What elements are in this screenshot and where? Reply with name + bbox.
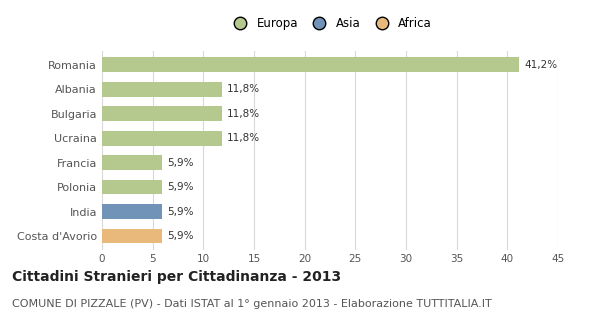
Bar bbox=[102, 155, 162, 170]
Legend: Europa, Asia, Africa: Europa, Asia, Africa bbox=[224, 13, 436, 34]
Text: 11,8%: 11,8% bbox=[227, 84, 260, 94]
Bar bbox=[102, 57, 520, 72]
Text: 41,2%: 41,2% bbox=[524, 60, 557, 70]
Text: 5,9%: 5,9% bbox=[167, 182, 193, 192]
Text: 5,9%: 5,9% bbox=[167, 158, 193, 168]
Bar bbox=[102, 106, 221, 121]
Bar bbox=[102, 180, 162, 195]
Text: 11,8%: 11,8% bbox=[227, 109, 260, 119]
Text: COMUNE DI PIZZALE (PV) - Dati ISTAT al 1° gennaio 2013 - Elaborazione TUTTITALIA: COMUNE DI PIZZALE (PV) - Dati ISTAT al 1… bbox=[12, 299, 492, 309]
Bar bbox=[102, 229, 162, 244]
Bar bbox=[102, 82, 221, 97]
Text: 5,9%: 5,9% bbox=[167, 231, 193, 241]
Text: Cittadini Stranieri per Cittadinanza - 2013: Cittadini Stranieri per Cittadinanza - 2… bbox=[12, 270, 341, 284]
Bar bbox=[102, 204, 162, 219]
Text: 11,8%: 11,8% bbox=[227, 133, 260, 143]
Text: 5,9%: 5,9% bbox=[167, 207, 193, 217]
Bar bbox=[102, 131, 221, 146]
